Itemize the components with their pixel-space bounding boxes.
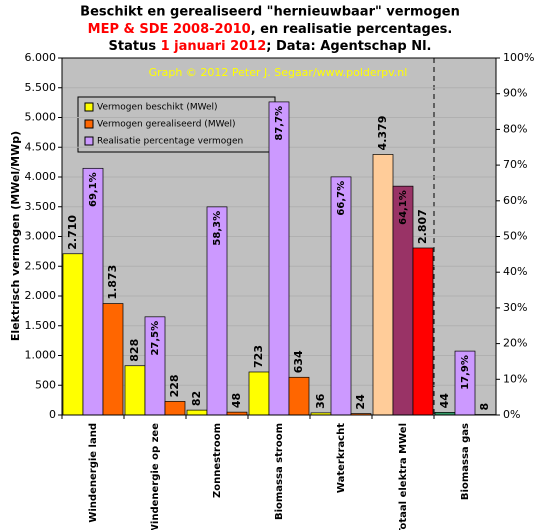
data-label: 8: [478, 403, 491, 411]
data-label: 634: [292, 350, 305, 373]
legend-label: Realisatie percentage vermogen: [97, 137, 243, 147]
y-axis-label: Elektrisch vermogen (MWel/MWp): [9, 131, 22, 341]
data-label: 87,7%: [274, 106, 285, 141]
y2-tick-label: 80%: [503, 122, 527, 135]
y-tick-label: 1.000: [25, 349, 57, 362]
data-label: 24: [354, 394, 367, 410]
y2-tick-label: 50%: [503, 230, 527, 243]
bar: [412, 247, 434, 416]
y-tick-label: 0: [49, 408, 56, 421]
legend-label: Vermogen gerealiseerd (MWel): [97, 120, 236, 130]
chart-subtitle: MEP & SDE 2008-2010, en realisatie perce…: [88, 22, 453, 37]
y2-tick-label: 90%: [503, 87, 527, 100]
x-tick-label: Zonnestroom: [212, 423, 223, 498]
y2-tick-label: 20%: [503, 337, 527, 350]
y-tick-label: 2.500: [25, 259, 57, 272]
y2-tick-label: 60%: [503, 194, 527, 207]
y2-tick-label: 10%: [503, 372, 527, 385]
legend-swatch: [84, 119, 94, 129]
data-label: 66,7%: [336, 181, 347, 216]
bar: [268, 101, 290, 416]
subtitle-part: , en realisatie percentages.: [251, 22, 453, 37]
data-label: 64,1%: [398, 190, 409, 225]
bar: [288, 376, 310, 416]
y2-tick-label: 40%: [503, 265, 527, 278]
data-label: 17,9%: [460, 355, 471, 390]
subtitle-part: Status: [109, 39, 161, 54]
data-label: 58,3%: [212, 211, 223, 246]
x-tick-label: Windenergie op zee: [150, 423, 161, 530]
y-tick-label: 1.500: [25, 319, 57, 332]
legend: [77, 96, 276, 153]
data-label: 82: [190, 391, 203, 406]
bar: [164, 401, 186, 416]
bar: [124, 365, 146, 416]
x-tick-label: Windenergie land: [88, 423, 99, 523]
annotation: Graph © 2012 Peter J. Segaar/www.polderp…: [149, 66, 408, 79]
data-label: 44: [438, 393, 451, 409]
y2-tick-label: 100%: [503, 51, 534, 64]
plot-frame: [61, 57, 497, 416]
data-label: 228: [168, 374, 181, 397]
y-tick-label: 5.500: [25, 81, 57, 94]
chart-title: Beschikt en gerealiseerd "hernieuwbaar" …: [80, 5, 460, 20]
subtitle-part: ; Data: Agentschap Nl.: [266, 39, 431, 54]
y-tick-label: 3.000: [25, 230, 57, 243]
data-label: 2.807: [416, 209, 429, 244]
legend-swatch: [84, 102, 94, 112]
x-tick-label: Biomassa stroom: [274, 423, 285, 520]
data-label: 4.379: [376, 116, 389, 151]
subtitle-part: MEP & SDE 2008-2010: [88, 22, 251, 37]
data-label: 48: [230, 393, 243, 408]
bar: [186, 409, 208, 416]
x-tick-label: Waterkracht: [336, 423, 347, 493]
y-tick-label: 500: [35, 378, 56, 391]
data-label: 27,5%: [150, 321, 161, 356]
y2-tick-label: 30%: [503, 301, 527, 314]
y-tick-label: 2.000: [25, 289, 57, 302]
y-tick-label: 4.000: [25, 170, 57, 183]
y-tick-label: 5.000: [25, 111, 57, 124]
legend-swatch: [84, 136, 94, 146]
bar: [102, 303, 124, 416]
data-label: 2.710: [66, 215, 79, 250]
y-tick-label: 6.000: [25, 51, 57, 64]
y2-tick-label: 70%: [503, 158, 527, 171]
y-tick-label: 3.500: [25, 200, 57, 213]
legend-label: Vermogen beschikt (MWel): [97, 103, 218, 113]
subtitle-part: 1 januari 2012: [161, 39, 267, 54]
data-label: 69,1%: [88, 172, 99, 207]
bar: [372, 154, 394, 416]
data-label: 36: [314, 393, 327, 409]
data-label: 723: [252, 345, 265, 368]
bar: [248, 371, 270, 416]
y-tick-label: 4.500: [25, 140, 57, 153]
bar: [62, 253, 84, 416]
y2-tick-label: 0%: [503, 408, 520, 421]
x-tick-label: Totaal elektra MWel: [398, 423, 409, 530]
x-tick-label: Biomassa gas: [460, 423, 471, 500]
data-label: 1.873: [106, 265, 119, 300]
data-label: 828: [128, 339, 141, 362]
chart-subtitle: Status 1 januari 2012; Data: Agentschap …: [109, 39, 432, 54]
